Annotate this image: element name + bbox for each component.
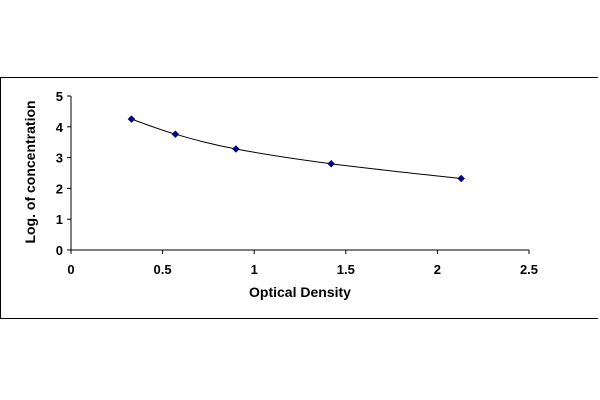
axes	[67, 95, 530, 254]
data-point	[171, 130, 180, 139]
data-point	[232, 145, 240, 153]
y-tick-label: 0	[56, 243, 63, 258]
points-layer	[127, 115, 466, 183]
x-tick-label: 1	[251, 262, 258, 277]
y-tick-label: 2	[56, 181, 63, 196]
x-tick-label: 2	[434, 262, 441, 277]
y-tick-label: 3	[56, 151, 63, 166]
data-point	[327, 159, 335, 168]
y-tick-labels: 0 1 2 3 4 5	[56, 89, 64, 258]
x-tick-labels: 0 0.5 1 1.5 2 2.5	[67, 262, 538, 277]
x-tick-label: 0.5	[154, 262, 172, 277]
x-tick-label: 2.5	[520, 262, 538, 277]
x-axis-title: Optical Density	[249, 284, 351, 300]
y-tick-label: 4	[56, 120, 64, 135]
data-point	[127, 115, 136, 123]
y-axis-title: Log. of concentration	[22, 100, 38, 243]
chart-frame	[0, 77, 598, 319]
y-tick-label: 5	[56, 89, 63, 104]
curve-layer	[131, 118, 462, 180]
fit-curve	[131, 118, 462, 180]
y-tick-label: 1	[56, 212, 63, 227]
x-tick-label: 0	[67, 262, 74, 277]
x-tick-label: 1.5	[337, 262, 355, 277]
data-point	[457, 174, 466, 183]
